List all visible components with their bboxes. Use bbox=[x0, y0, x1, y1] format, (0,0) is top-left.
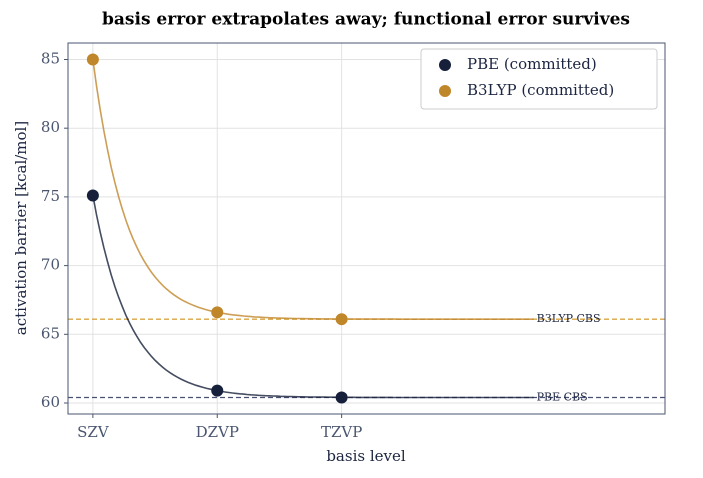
point bbox=[86, 189, 99, 202]
y-tick-label: 80 bbox=[41, 118, 60, 136]
legend-label: B3LYP (committed) bbox=[467, 81, 614, 99]
x-tick-label: DZVP bbox=[196, 423, 239, 441]
y-axis-label: activation barrier [kcal/mol] bbox=[12, 121, 30, 335]
legend-label: PBE (committed) bbox=[467, 55, 597, 73]
y-tick-label: 65 bbox=[41, 324, 60, 342]
y-tick-label: 85 bbox=[41, 49, 60, 67]
point bbox=[211, 306, 224, 319]
reference-label: PBE CBS bbox=[537, 391, 588, 404]
x-tick-label: TZVP bbox=[321, 423, 362, 441]
y-tick-label: 60 bbox=[41, 393, 60, 411]
y-tick-label: 75 bbox=[41, 187, 60, 205]
legend-marker bbox=[439, 59, 451, 71]
y-tick-label: 70 bbox=[41, 256, 60, 274]
legend-marker bbox=[439, 85, 451, 97]
fit-curve bbox=[92, 59, 534, 320]
chart-title: basis error extrapolates away; functiona… bbox=[102, 10, 630, 30]
x-tick-label: SZV bbox=[77, 423, 110, 441]
fit-curve bbox=[92, 195, 534, 399]
x-axis-label: basis level bbox=[326, 447, 406, 465]
legend-box bbox=[420, 48, 658, 110]
reference-label: B3LYP CBS bbox=[537, 312, 601, 325]
point bbox=[211, 384, 224, 397]
point bbox=[335, 391, 348, 404]
point bbox=[86, 53, 99, 66]
point bbox=[335, 313, 348, 326]
plot-frame bbox=[67, 42, 666, 415]
